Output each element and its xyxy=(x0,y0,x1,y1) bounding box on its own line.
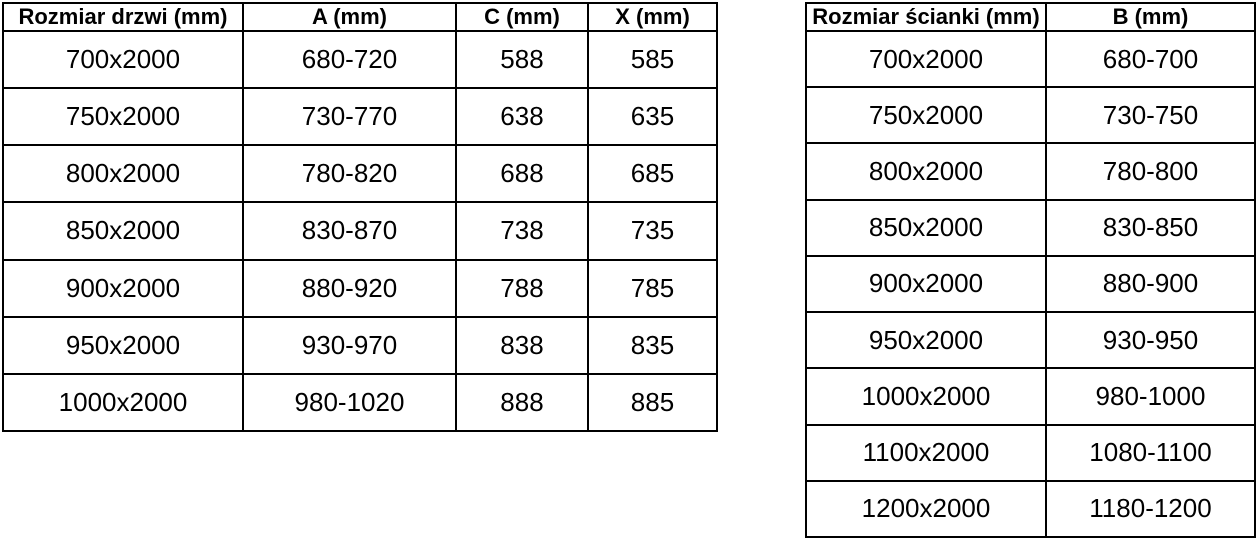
table-row: 1000x2000 980-1000 xyxy=(805,367,1256,426)
table-cell: 585 xyxy=(587,29,718,90)
table-cell: 800x2000 xyxy=(2,144,244,204)
table-cell: 838 xyxy=(455,315,589,375)
table-row: 900x2000 880-920 788 785 xyxy=(2,258,718,318)
table-row: 950x2000 930-970 838 835 xyxy=(2,315,718,375)
header-cell: B (mm) xyxy=(1045,2,1256,32)
table-cell: 1180-1200 xyxy=(1045,479,1256,539)
table-row: 700x2000 680-700 xyxy=(805,29,1256,89)
header-cell: Rozmiar drzwi (mm) xyxy=(2,2,244,32)
table-cell: 788 xyxy=(455,258,589,318)
table-cell: 885 xyxy=(587,372,718,433)
table-cell: 735 xyxy=(587,201,718,261)
table-cell: 688 xyxy=(455,144,589,204)
table-row: 850x2000 830-850 xyxy=(805,198,1256,257)
table-cell: 888 xyxy=(455,372,589,433)
header-cell: A (mm) xyxy=(242,2,457,32)
table-cell: 680-720 xyxy=(242,29,457,90)
table-row: 900x2000 880-900 xyxy=(805,254,1256,314)
table-cell: 738 xyxy=(455,201,589,261)
table-cell: 1080-1100 xyxy=(1045,423,1256,482)
table-row: 750x2000 730-750 xyxy=(805,86,1256,145)
table-cell: 930-970 xyxy=(242,315,457,375)
header-cell: X (mm) xyxy=(587,2,718,32)
table-cell: 1200x2000 xyxy=(805,479,1047,539)
table-cell: 780-800 xyxy=(1045,142,1256,201)
door-sizes-table: Rozmiar drzwi (mm) A (mm) C (mm) X (mm) 700… xyxy=(2,2,718,433)
table-cell: 700x2000 xyxy=(2,29,244,90)
door-table-header-row: Rozmiar drzwi (mm) A (mm) C (mm) X (mm) xyxy=(2,2,718,32)
wall-table-header-row: Rozmiar ścianki (mm) B (mm) xyxy=(805,2,1256,32)
table-cell: 900x2000 xyxy=(2,258,244,318)
table-cell: 750x2000 xyxy=(2,87,244,147)
table-cell: 750x2000 xyxy=(805,86,1047,145)
table-cell: 950x2000 xyxy=(805,311,1047,370)
header-cell: C (mm) xyxy=(455,2,589,32)
table-cell: 685 xyxy=(587,144,718,204)
table-cell: 638 xyxy=(455,87,589,147)
table-cell: 980-1020 xyxy=(242,372,457,433)
table-cell: 850x2000 xyxy=(2,201,244,261)
table-cell: 930-950 xyxy=(1045,311,1256,370)
table-cell: 880-900 xyxy=(1045,254,1256,314)
header-cell: Rozmiar ścianki (mm) xyxy=(805,2,1047,32)
wall-sizes-table: Rozmiar ścianki (mm) B (mm) 700x2000 680-7… xyxy=(805,2,1256,539)
table-cell: 680-700 xyxy=(1045,29,1256,89)
table-cell: 730-770 xyxy=(242,87,457,147)
table-cell: 730-750 xyxy=(1045,86,1256,145)
table-cell: 1000x2000 xyxy=(2,372,244,433)
table-cell: 880-920 xyxy=(242,258,457,318)
table-row: 1100x2000 1080-1100 xyxy=(805,423,1256,482)
table-cell: 785 xyxy=(587,258,718,318)
table-cell: 830-870 xyxy=(242,201,457,261)
table-cell: 635 xyxy=(587,87,718,147)
table-cell: 835 xyxy=(587,315,718,375)
table-row: 750x2000 730-770 638 635 xyxy=(2,87,718,147)
table-cell: 1000x2000 xyxy=(805,367,1047,426)
table-cell: 830-850 xyxy=(1045,198,1256,257)
table-row: 800x2000 780-820 688 685 xyxy=(2,144,718,204)
table-cell: 1100x2000 xyxy=(805,423,1047,482)
table-cell: 700x2000 xyxy=(805,29,1047,89)
table-row: 950x2000 930-950 xyxy=(805,311,1256,370)
table-row: 850x2000 830-870 738 735 xyxy=(2,201,718,261)
table-cell: 850x2000 xyxy=(805,198,1047,257)
table-cell: 950x2000 xyxy=(2,315,244,375)
table-row: 1000x2000 980-1020 888 885 xyxy=(2,372,718,433)
table-cell: 588 xyxy=(455,29,589,90)
table-cell: 900x2000 xyxy=(805,254,1047,314)
table-cell: 800x2000 xyxy=(805,142,1047,201)
table-row: 1200x2000 1180-1200 xyxy=(805,479,1256,539)
table-cell: 980-1000 xyxy=(1045,367,1256,426)
table-row: 700x2000 680-720 588 585 xyxy=(2,29,718,90)
table-row: 800x2000 780-800 xyxy=(805,142,1256,201)
table-cell: 780-820 xyxy=(242,144,457,204)
